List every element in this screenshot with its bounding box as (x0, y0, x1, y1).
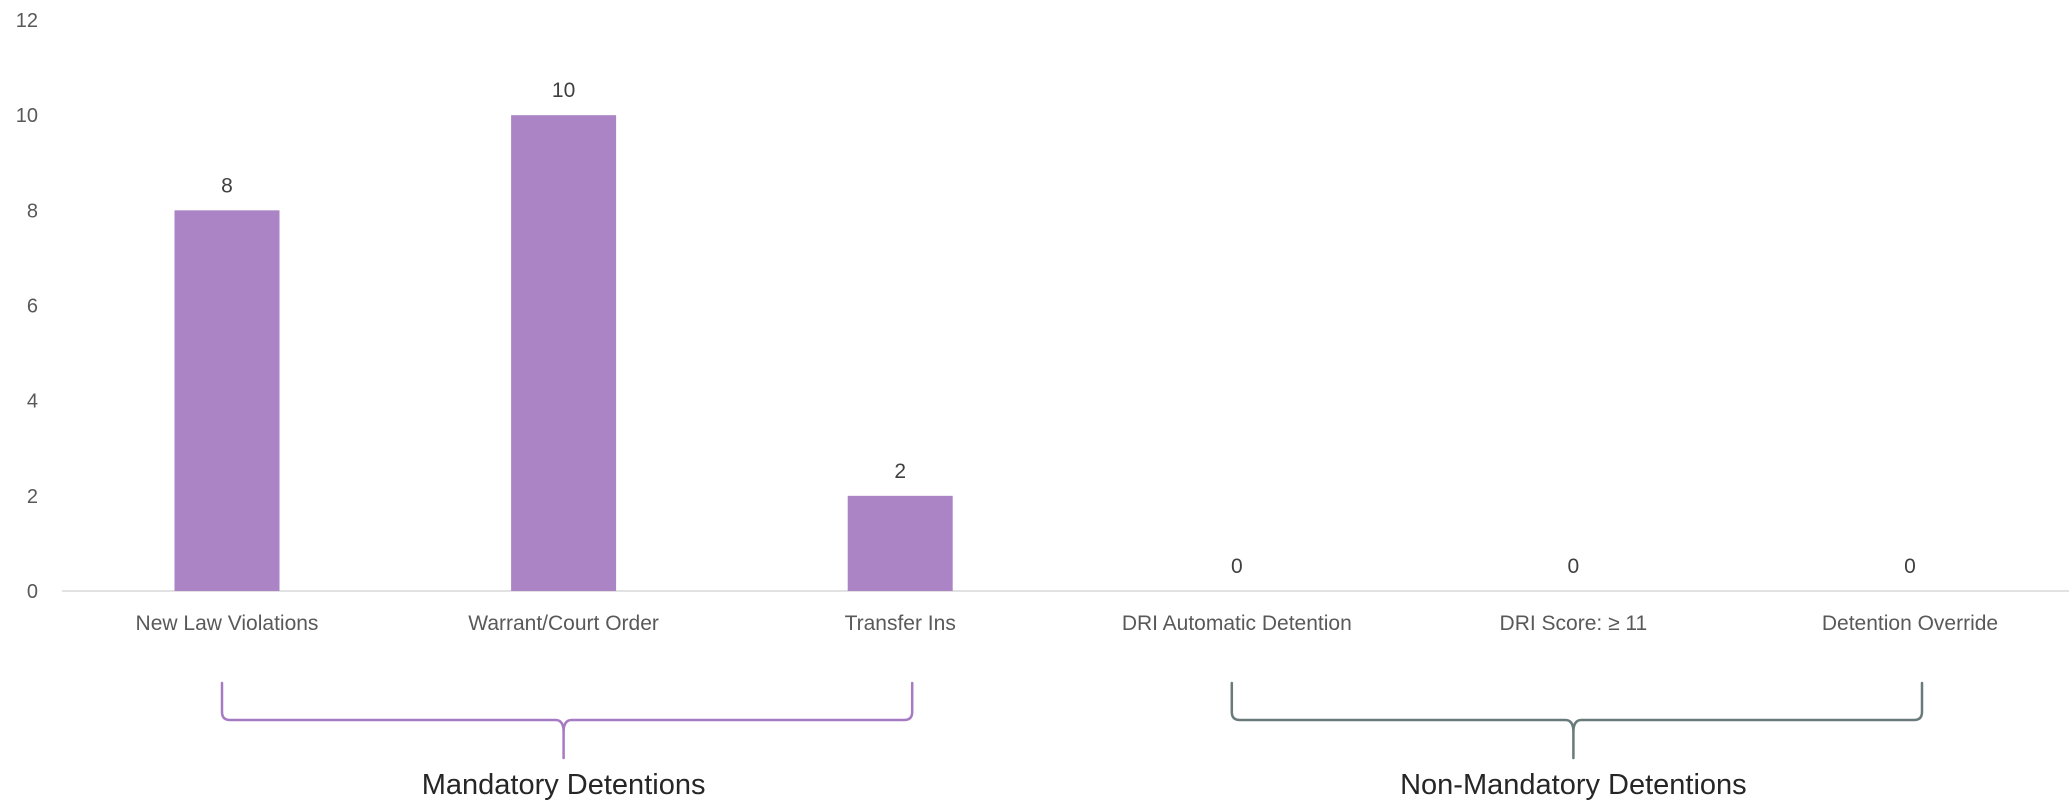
category-label: Detention Override (1822, 612, 1998, 635)
group-label: Mandatory Detentions (422, 769, 706, 801)
data-label: 0 (1568, 555, 1580, 578)
bars (174, 115, 953, 592)
category-labels: New Law Violations Warrant/Court Order Tra… (136, 612, 1999, 635)
y-tick-label: 12 (16, 10, 38, 32)
y-tick-label: 8 (27, 200, 38, 222)
y-tick-label: 4 (27, 391, 38, 413)
bar (174, 210, 280, 592)
group-brackets: Mandatory Detentions Non-Mandatory Detent… (220, 681, 1924, 801)
bar (847, 495, 953, 591)
data-labels: 8 10 2 0 0 0 (221, 79, 1916, 578)
group-bracket (220, 681, 914, 760)
y-tick-label: 6 (27, 296, 38, 318)
category-label: Transfer Ins (845, 612, 956, 635)
category-label: DRI Score: ≥ 11 (1500, 612, 1648, 635)
group-label: Non-Mandatory Detentions (1400, 769, 1747, 801)
category-label: New Law Violations (136, 612, 319, 635)
category-label: DRI Automatic Detention (1122, 612, 1352, 635)
bar (511, 115, 617, 592)
data-label: 10 (552, 79, 575, 102)
y-axis: 0 2 4 6 8 10 12 (16, 10, 38, 603)
group-bracket (1230, 681, 1924, 760)
data-label: 0 (1231, 555, 1243, 578)
category-label: Warrant/Court Order (468, 612, 659, 635)
data-label: 8 (221, 174, 233, 197)
y-tick-label: 2 (27, 486, 38, 508)
y-tick-label: 10 (16, 105, 38, 127)
y-tick-label: 0 (27, 581, 38, 603)
data-label: 0 (1904, 555, 1916, 578)
data-label: 2 (894, 460, 906, 483)
